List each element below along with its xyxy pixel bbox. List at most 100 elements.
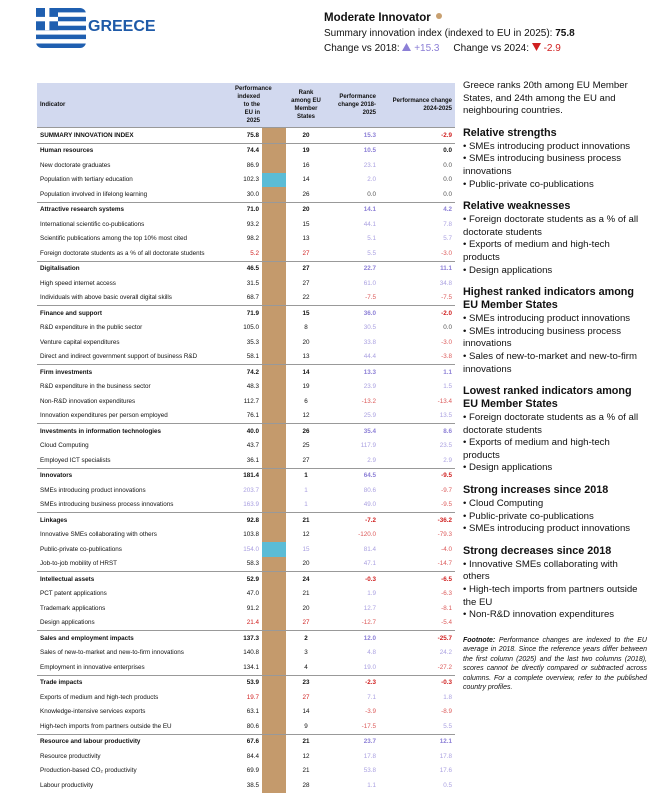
country-name: GREECE xyxy=(88,18,156,35)
table-row: Investments in information technologies 4… xyxy=(37,423,456,439)
bar-cell xyxy=(262,335,287,350)
performance: 58.1 xyxy=(246,353,259,361)
performance-bar xyxy=(262,231,287,246)
rank: 27 xyxy=(302,249,310,257)
bullet-item: High-tech imports from partners outside … xyxy=(463,584,647,609)
performance-bar xyxy=(262,128,287,143)
change-2024: 11.1 xyxy=(388,260,456,276)
rank: 21 xyxy=(286,733,327,749)
rank: 9 xyxy=(304,722,308,730)
indicator-name: Population involved in lifelong learning xyxy=(40,190,148,198)
change-2018: 5.1 xyxy=(367,235,377,243)
change-2024: -9.5 xyxy=(388,467,456,483)
table-row: Trademark applications 91.2 20 12.7 -8.1 xyxy=(37,601,455,616)
indicator-name: High speed internet access xyxy=(40,279,116,287)
performance-bar xyxy=(262,187,287,202)
bar-cell xyxy=(262,127,287,143)
bar-cell xyxy=(262,660,287,675)
change-2024: 24.2 xyxy=(439,649,453,657)
table-row: Labour productivity 38.5 28 1.1 0.5 xyxy=(37,778,455,793)
performance: 68.7 xyxy=(246,294,259,302)
performance-bar xyxy=(262,601,287,616)
change-2024: 17.6 xyxy=(439,767,453,775)
performance-bar xyxy=(262,735,287,749)
bullet-list: Foreign doctorate students as a % of all… xyxy=(463,214,647,277)
performance-bar xyxy=(262,704,287,719)
bullet-item: Foreign doctorate students as a % of all… xyxy=(463,412,647,437)
table-row: High-tech imports from partners outside … xyxy=(37,719,455,734)
rank: 15 xyxy=(302,545,310,553)
performance: 80.6 xyxy=(246,722,259,730)
rank: 14 xyxy=(286,364,327,380)
bullet-item: Design applications xyxy=(463,462,647,475)
summary-label: Summary innovation index (indexed to EU … xyxy=(324,28,553,39)
rank: 21 xyxy=(286,512,327,528)
performance-bar xyxy=(262,424,287,439)
performance: 71.9 xyxy=(232,305,262,321)
bar-cell xyxy=(262,556,287,572)
table-row: PCT patent applications 47.0 21 1.9 -6.3 xyxy=(37,586,455,601)
performance-bar xyxy=(262,631,287,646)
bar-cell xyxy=(262,586,287,601)
performance-bar xyxy=(262,645,287,660)
change-value: +15.3 xyxy=(414,43,440,54)
change-2024: 0.0 xyxy=(443,161,453,169)
rank: 20 xyxy=(286,127,327,143)
bar-cell xyxy=(262,615,287,631)
performance: 58.3 xyxy=(246,560,259,568)
bullet-item: SMEs introducing product innovations xyxy=(463,313,647,326)
bullet-list: Foreign doctorate students as a % of all… xyxy=(463,412,647,475)
performance-bar xyxy=(262,586,287,601)
indicator-name: SMEs introducing business process innova… xyxy=(40,501,174,509)
column-header: Rank among EU Member States xyxy=(286,83,327,128)
performance: 137.3 xyxy=(232,630,262,646)
change-2018: 23.1 xyxy=(363,161,377,169)
footnote-label: Footnote: xyxy=(463,636,496,644)
change-2018: -120.0 xyxy=(358,531,377,539)
change-2024: 5.7 xyxy=(443,235,453,243)
change-2024: 5.5 xyxy=(443,722,453,730)
change-2024: 0.0 xyxy=(388,142,456,158)
change-2018: 44.4 xyxy=(363,353,377,361)
rank: 20 xyxy=(286,201,327,217)
indicator-name: Sales and employment impacts xyxy=(37,630,232,646)
indicator-name: Sales of new-to-market and new-to-firm i… xyxy=(40,649,184,657)
performance: 67.6 xyxy=(232,733,262,749)
performance: 84.4 xyxy=(246,752,259,760)
change-2024: -27.2 xyxy=(437,663,453,671)
performance: 75.8 xyxy=(232,127,262,143)
indicator-name: Employed ICT specialists xyxy=(40,456,111,464)
rank: 14 xyxy=(302,708,310,716)
rank: 1 xyxy=(286,467,327,483)
performance: 48.3 xyxy=(246,383,259,391)
performance: 47.0 xyxy=(246,590,259,598)
performance: 53.9 xyxy=(232,674,262,690)
change-2018: -3.9 xyxy=(365,708,377,716)
table-row: High speed internet access 31.5 27 61.0 34.8 xyxy=(37,276,455,291)
table-row: Firm investments 74.2 14 13.3 1.1 xyxy=(37,364,456,380)
change-2024: -8.1 xyxy=(441,604,453,612)
performance: 102.3 xyxy=(243,176,259,184)
rank: 24 xyxy=(286,571,327,587)
column-header: Performance change 2024-2025 xyxy=(388,83,456,128)
bar-cell xyxy=(262,276,287,291)
indicator-name: Finance and support xyxy=(37,305,232,321)
performance: 98.2 xyxy=(246,235,259,243)
flag xyxy=(36,8,86,48)
rank: 20 xyxy=(302,338,310,346)
change-2018: 53.8 xyxy=(363,767,377,775)
performance: 134.1 xyxy=(243,663,259,671)
bar-cell xyxy=(262,423,287,439)
table-row: Sales of new-to-market and new-to-firm i… xyxy=(37,645,455,660)
change-2024: -2.9 xyxy=(388,127,456,143)
change-2024: -36.2 xyxy=(388,512,456,528)
bar-cell xyxy=(262,571,287,587)
performance: 93.2 xyxy=(246,220,259,228)
bar-cell xyxy=(262,690,287,705)
footnote: Footnote: Performance changes are indexe… xyxy=(463,636,647,693)
table-row: New doctorate graduates 86.9 16 23.1 0.0 xyxy=(37,158,455,173)
table-row: SUMMARY INNOVATION INDEX 75.8 20 15.3 -2.9 xyxy=(37,127,456,143)
change-2024: -79.3 xyxy=(437,531,453,539)
up-arrow xyxy=(402,43,412,51)
performance: 43.7 xyxy=(246,442,259,450)
